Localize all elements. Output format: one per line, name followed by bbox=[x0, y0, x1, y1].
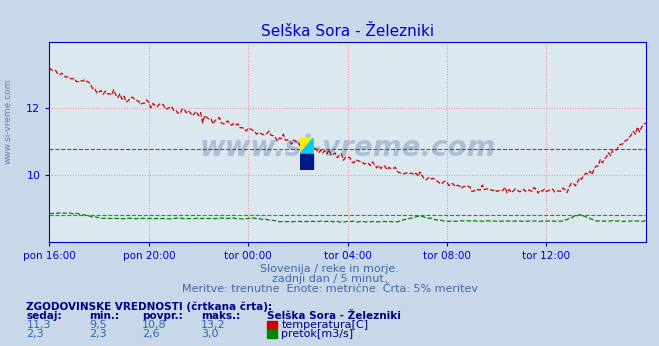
Polygon shape bbox=[300, 138, 313, 154]
Text: Meritve: trenutne  Enote: metrične  Črta: 5% meritev: Meritve: trenutne Enote: metrične Črta: … bbox=[181, 284, 478, 294]
Text: pretok[m3/s]: pretok[m3/s] bbox=[281, 329, 353, 339]
Text: Selška Sora - Železniki: Selška Sora - Železniki bbox=[267, 311, 401, 321]
Text: 11,3: 11,3 bbox=[26, 320, 51, 330]
Text: 3,0: 3,0 bbox=[201, 329, 219, 339]
Text: 2,6: 2,6 bbox=[142, 329, 159, 339]
Polygon shape bbox=[300, 138, 313, 154]
Text: 13,2: 13,2 bbox=[201, 320, 225, 330]
Text: Slovenija / reke in morje.: Slovenija / reke in morje. bbox=[260, 264, 399, 274]
Text: temperatura[C]: temperatura[C] bbox=[281, 320, 368, 330]
Polygon shape bbox=[300, 154, 313, 170]
Text: sedaj:: sedaj: bbox=[26, 311, 62, 321]
Text: 2,3: 2,3 bbox=[89, 329, 107, 339]
Text: povpr.:: povpr.: bbox=[142, 311, 183, 321]
Text: 9,5: 9,5 bbox=[89, 320, 107, 330]
Text: www.si-vreme.com: www.si-vreme.com bbox=[3, 79, 13, 164]
Text: min.:: min.: bbox=[89, 311, 119, 321]
Text: 2,3: 2,3 bbox=[26, 329, 44, 339]
Text: 10,8: 10,8 bbox=[142, 320, 166, 330]
Text: www.si-vreme.com: www.si-vreme.com bbox=[200, 134, 496, 162]
Text: zadnji dan / 5 minut.: zadnji dan / 5 minut. bbox=[272, 274, 387, 284]
Title: Selška Sora - Železniki: Selška Sora - Železniki bbox=[261, 24, 434, 39]
Text: ZGODOVINSKE VREDNOSTI (črtkana črta):: ZGODOVINSKE VREDNOSTI (črtkana črta): bbox=[26, 301, 272, 312]
Text: maks.:: maks.: bbox=[201, 311, 241, 321]
